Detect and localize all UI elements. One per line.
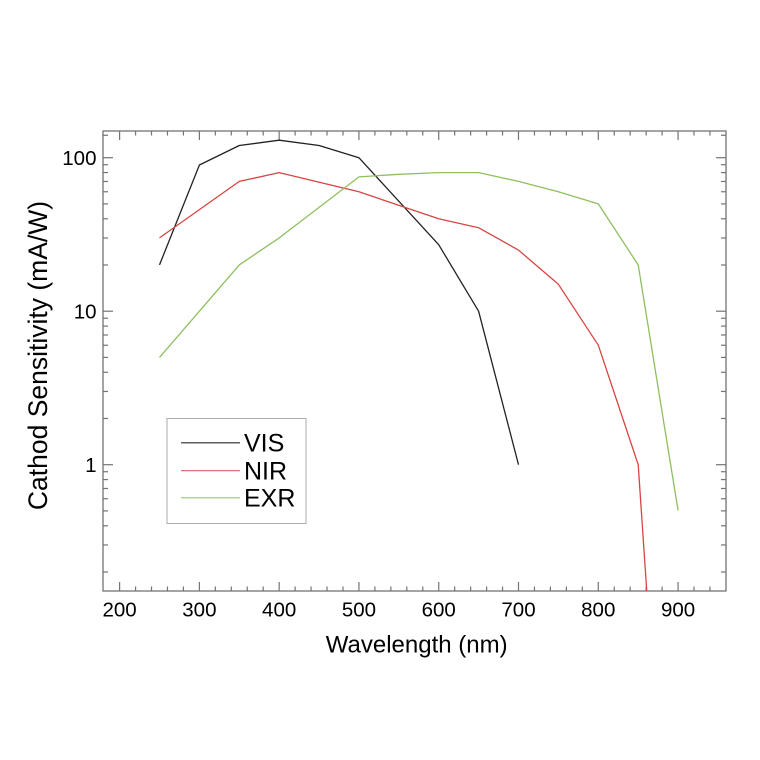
svg-text:Wavelength (nm): Wavelength (nm) (326, 631, 508, 658)
svg-text:VIS: VIS (244, 430, 284, 458)
svg-text:200: 200 (102, 598, 136, 621)
svg-text:100: 100 (62, 147, 96, 170)
svg-text:700: 700 (501, 598, 535, 621)
svg-text:600: 600 (422, 598, 456, 621)
svg-text:400: 400 (262, 598, 296, 621)
svg-text:800: 800 (581, 598, 615, 621)
svg-text:Cathod Sensitivity (mA/W): Cathod Sensitivity (mA/W) (23, 201, 53, 510)
svg-text:300: 300 (182, 598, 216, 621)
svg-text:500: 500 (342, 598, 376, 621)
svg-text:10: 10 (74, 301, 97, 324)
svg-text:NIR: NIR (244, 457, 287, 485)
svg-text:900: 900 (661, 598, 695, 621)
svg-text:1: 1 (85, 454, 96, 477)
svg-text:EXR: EXR (244, 485, 295, 513)
